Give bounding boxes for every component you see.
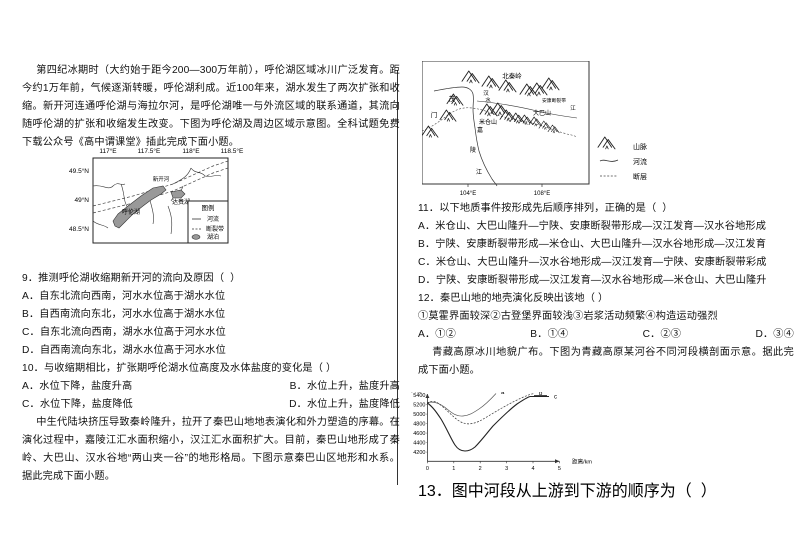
svg-text:江: 江 xyxy=(475,169,481,176)
svg-text:4600: 4600 xyxy=(413,431,425,437)
svg-text:4200: 4200 xyxy=(413,450,425,456)
svg-text:断层: 断层 xyxy=(633,172,647,181)
svg-text:米仓山: 米仓山 xyxy=(478,118,496,126)
svg-text:117.5°E: 117.5°E xyxy=(138,147,161,155)
svg-text:5: 5 xyxy=(558,466,561,472)
svg-text:49°N: 49°N xyxy=(74,196,89,204)
svg-text:图例: 图例 xyxy=(202,203,215,212)
svg-text:4: 4 xyxy=(531,466,534,472)
svg-text:4800: 4800 xyxy=(413,422,425,428)
svg-text:门: 门 xyxy=(430,110,437,119)
svg-text:118.5°E: 118.5°E xyxy=(221,147,244,155)
svg-text:大巴山: 大巴山 xyxy=(532,109,550,117)
svg-text:汉: 汉 xyxy=(483,89,489,97)
svg-text:3: 3 xyxy=(505,466,508,472)
svg-text:山脉: 山脉 xyxy=(633,142,647,151)
svg-text:达赉湖: 达赉湖 xyxy=(172,198,190,206)
svg-text:嘉: 嘉 xyxy=(476,126,482,134)
svg-text:117°E: 117°E xyxy=(99,147,117,155)
svg-text:5000: 5000 xyxy=(413,412,425,418)
svg-text:5400: 5400 xyxy=(413,393,425,399)
svg-text:1: 1 xyxy=(452,466,455,472)
svg-text:108°E: 108°E xyxy=(533,191,549,197)
svg-text:江: 江 xyxy=(570,105,576,112)
svg-text:5200: 5200 xyxy=(413,403,425,409)
svg-text:湖泊: 湖泊 xyxy=(207,233,219,241)
svg-text:距离/km: 距离/km xyxy=(572,458,592,466)
svg-text:a: a xyxy=(501,392,505,396)
svg-text:北秦岭: 北秦岭 xyxy=(502,71,522,80)
svg-text:49.5°N: 49.5°N xyxy=(69,167,89,175)
svg-text:4400: 4400 xyxy=(413,441,425,447)
svg-text:茂: 茂 xyxy=(448,94,455,103)
svg-text:断裂带: 断裂带 xyxy=(206,225,224,233)
svg-text:河流: 河流 xyxy=(633,157,647,166)
svg-text:水: 水 xyxy=(485,96,491,104)
svg-text:新开河: 新开河 xyxy=(153,175,170,183)
svg-text:48.5°N: 48.5°N xyxy=(69,225,89,233)
svg-text:呼伦湖: 呼伦湖 xyxy=(122,208,140,216)
svg-text:安康断裂带: 安康断裂带 xyxy=(542,97,566,104)
svg-text:陵: 陵 xyxy=(469,146,475,154)
svg-text:104°E: 104°E xyxy=(459,191,475,197)
svg-text:c: c xyxy=(554,395,557,401)
svg-text:118°E: 118°E xyxy=(182,147,200,155)
svg-text:2: 2 xyxy=(479,466,482,472)
svg-text:0: 0 xyxy=(426,466,429,472)
svg-text:河流: 河流 xyxy=(207,215,219,223)
